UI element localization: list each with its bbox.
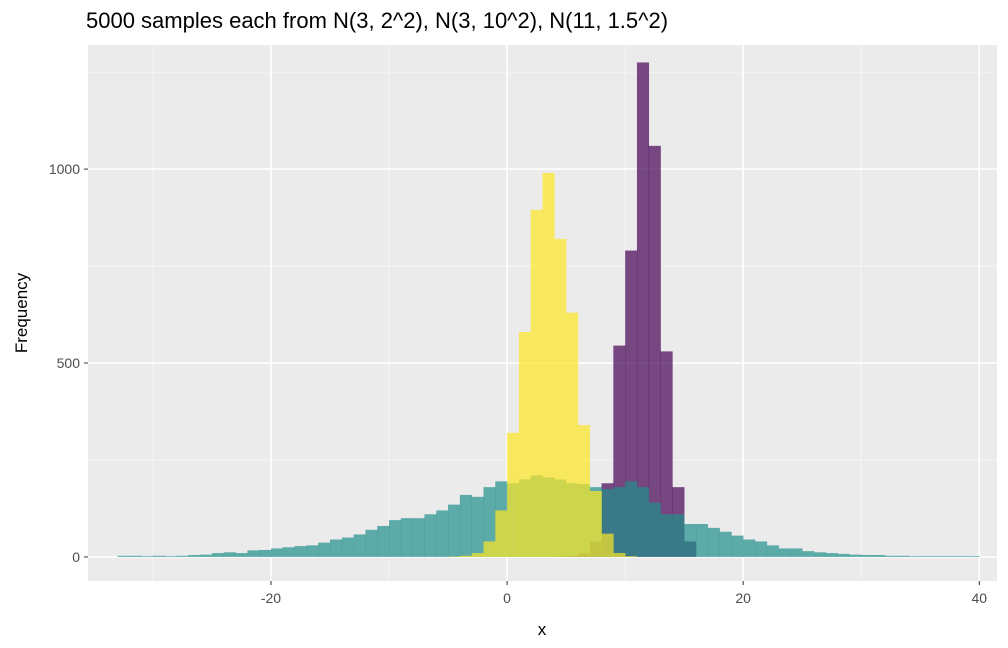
histogram-bar xyxy=(837,553,850,557)
histogram-bar xyxy=(672,514,685,557)
histogram-bars xyxy=(117,62,980,557)
histogram-bar xyxy=(943,556,956,557)
histogram-bar xyxy=(601,533,614,557)
histogram-bar xyxy=(152,555,166,557)
histogram-bar xyxy=(707,527,720,557)
histogram-bar xyxy=(483,487,496,557)
histogram-bar xyxy=(873,555,886,557)
histogram-bar xyxy=(341,537,354,557)
histogram-bar xyxy=(495,510,508,557)
histogram-bar xyxy=(625,481,638,557)
histogram-bar xyxy=(294,546,307,557)
histogram-bar xyxy=(270,548,284,557)
histogram-bar xyxy=(636,62,650,557)
histogram-bar xyxy=(247,550,260,557)
histogram-bar xyxy=(318,542,331,557)
histogram-bar xyxy=(306,545,319,557)
histogram-bar xyxy=(200,554,213,557)
histogram-bar xyxy=(802,551,815,557)
histogram-bar xyxy=(731,535,744,557)
histogram-bar xyxy=(790,548,803,557)
histogram-bar xyxy=(884,555,897,557)
histogram-bar xyxy=(424,514,437,557)
histogram-bar xyxy=(684,523,697,557)
histogram-bar xyxy=(389,520,402,557)
histogram-bar xyxy=(259,549,272,557)
histogram-bar xyxy=(129,555,142,557)
histogram-bar xyxy=(719,531,732,557)
histogram-bar xyxy=(330,539,343,557)
histogram-bar xyxy=(613,487,626,557)
x-tick-label: 0 xyxy=(503,590,511,606)
histogram-bar xyxy=(176,555,189,557)
x-tick-label: -20 xyxy=(261,590,281,606)
histogram-bar xyxy=(814,552,827,557)
histogram-bar xyxy=(471,496,484,557)
histogram-bar xyxy=(282,547,295,557)
y-axis: 0 500 1000 xyxy=(49,161,88,565)
histogram-bar xyxy=(625,556,638,557)
histogram-bar xyxy=(577,425,591,557)
x-axis: -20 0 20 40 xyxy=(261,581,987,606)
histogram-bar xyxy=(849,554,862,557)
histogram-bar xyxy=(766,545,779,557)
y-tick-label: 0 xyxy=(72,549,80,565)
histogram-bar xyxy=(754,541,768,557)
histogram-bar xyxy=(554,238,567,557)
histogram-bar xyxy=(365,529,378,557)
y-tick-label: 500 xyxy=(57,355,81,371)
histogram-bar xyxy=(459,555,472,557)
y-tick-label: 1000 xyxy=(49,161,80,177)
histogram-bar xyxy=(648,145,661,557)
histogram-bar xyxy=(896,555,909,557)
histogram-bar xyxy=(660,351,673,557)
histogram-bar xyxy=(967,556,980,557)
histogram-bar xyxy=(566,312,579,557)
x-tick-label: 20 xyxy=(735,590,751,606)
histogram-bar xyxy=(400,518,413,557)
histogram-bar xyxy=(164,556,177,557)
histogram-bar xyxy=(589,491,602,557)
histogram-bar xyxy=(955,556,968,557)
histogram-bar xyxy=(778,548,791,557)
histogram-bar xyxy=(507,432,520,557)
histogram-bar xyxy=(188,555,201,557)
chart-title: 5000 samples each from N(3, 2^2), N(3, 1… xyxy=(86,8,669,33)
histogram-bar xyxy=(211,553,225,557)
histogram-bar xyxy=(613,553,626,557)
y-axis-title: Frequency xyxy=(12,272,31,353)
histogram-bar xyxy=(459,494,472,557)
histogram-series-3 xyxy=(448,172,638,557)
x-axis-title: x xyxy=(538,620,547,639)
histogram-bar xyxy=(825,553,838,557)
histogram-bar xyxy=(448,504,461,557)
histogram-bar xyxy=(625,250,638,557)
histogram-bar xyxy=(483,541,496,557)
histogram-bar xyxy=(920,556,933,557)
histogram-bar xyxy=(235,553,248,557)
histogram-bar xyxy=(695,523,709,557)
histogram-bar xyxy=(861,555,874,557)
histogram-bar xyxy=(471,553,484,557)
histogram-bar xyxy=(743,539,756,557)
x-tick-label: 40 xyxy=(972,590,988,606)
histogram-bar xyxy=(377,525,390,557)
histogram-bar xyxy=(141,556,154,557)
histogram-bar xyxy=(530,209,543,557)
histogram-bar xyxy=(412,518,425,557)
histogram-bar xyxy=(353,534,366,557)
histogram-bar xyxy=(436,510,449,557)
histogram-bar xyxy=(648,502,661,557)
histogram-bar xyxy=(636,487,650,557)
histogram-bar xyxy=(932,556,945,557)
histogram-bar xyxy=(117,555,130,557)
histogram-bar xyxy=(542,172,555,557)
histogram-bar xyxy=(908,556,921,557)
histogram-bar xyxy=(518,332,531,557)
histogram-bar xyxy=(660,514,673,557)
histogram-bar xyxy=(223,552,236,557)
